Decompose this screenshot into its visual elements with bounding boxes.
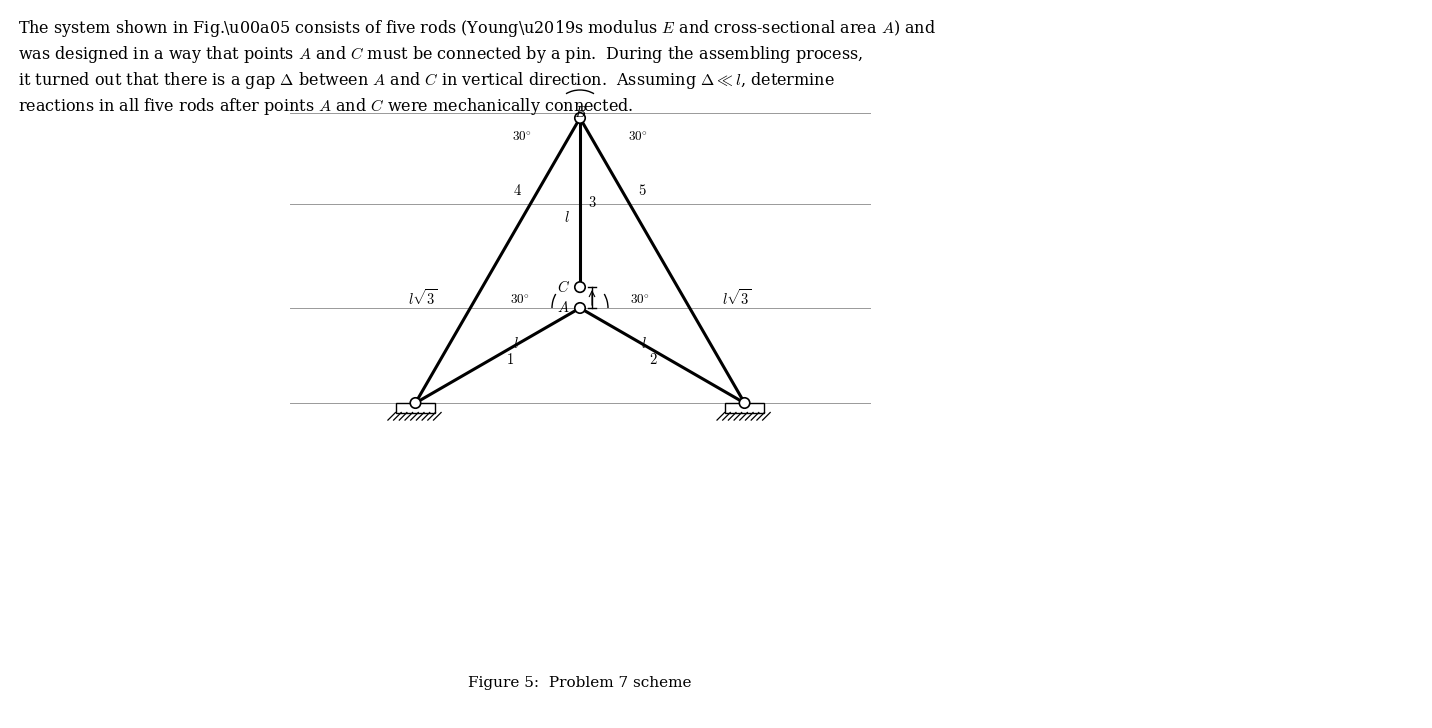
- Text: $l$: $l$: [642, 336, 647, 350]
- Text: $3$: $3$: [589, 195, 597, 210]
- Text: $5$: $5$: [639, 183, 647, 198]
- Text: $B$: $B$: [573, 105, 587, 120]
- Text: $l\sqrt{3}$: $l\sqrt{3}$: [408, 288, 438, 308]
- Circle shape: [410, 397, 421, 408]
- Text: $A$: $A$: [557, 301, 570, 315]
- Bar: [725, 403, 765, 413]
- Circle shape: [739, 397, 750, 408]
- Text: $l\sqrt{3}$: $l\sqrt{3}$: [722, 288, 752, 308]
- Text: it turned out that there is a gap $\Delta$ between $A$ and $C$ in vertical direc: it turned out that there is a gap $\Delt…: [19, 70, 835, 91]
- Circle shape: [574, 303, 586, 313]
- Text: $30^{\circ}$: $30^{\circ}$: [510, 293, 530, 307]
- Circle shape: [574, 113, 586, 123]
- Text: $l$: $l$: [564, 210, 570, 225]
- Text: The system shown in Fig.\u00a05 consists of five rods (Young\u2019s modulus $E$ : The system shown in Fig.\u00a05 consists…: [19, 18, 937, 39]
- Text: $l$: $l$: [513, 336, 518, 350]
- Circle shape: [574, 282, 586, 293]
- Text: $30^{\circ}$: $30^{\circ}$: [513, 130, 533, 144]
- Text: $2$: $2$: [649, 352, 657, 368]
- Text: Figure 5:  Problem 7 scheme: Figure 5: Problem 7 scheme: [468, 676, 692, 690]
- Text: $C$: $C$: [557, 279, 570, 295]
- Text: reactions in all five rods after points $A$ and $C$ were mechanically connected.: reactions in all five rods after points …: [19, 96, 633, 117]
- Text: $30^{\circ}$: $30^{\circ}$: [630, 293, 650, 307]
- Text: $4$: $4$: [513, 183, 521, 198]
- Text: was designed in a way that points $A$ and $C$ must be connected by a pin.  Durin: was designed in a way that points $A$ an…: [19, 44, 863, 65]
- Text: $1$: $1$: [505, 352, 514, 368]
- Bar: [395, 403, 435, 413]
- Text: $30^{\circ}$: $30^{\circ}$: [629, 130, 647, 144]
